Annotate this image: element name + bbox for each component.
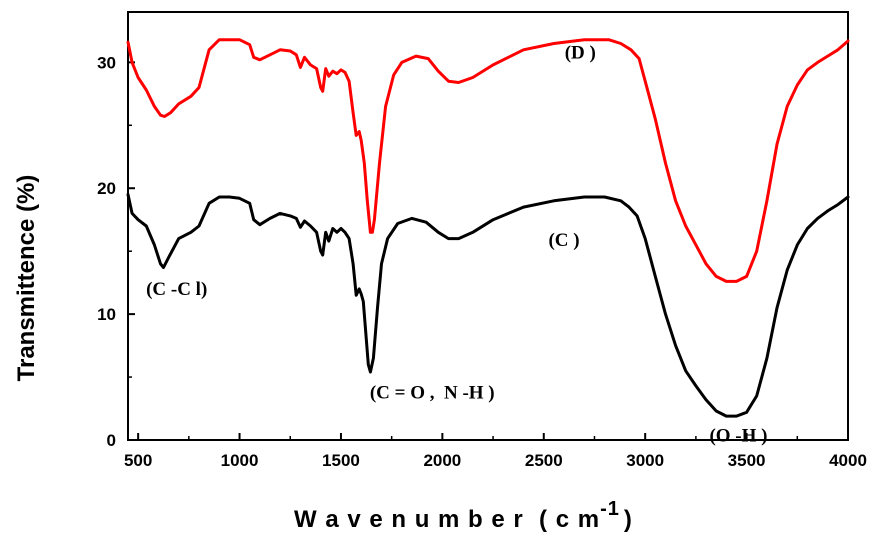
x-tick-label: 3000 [626,451,664,470]
x-axis-ticks: 500 1000 1500 2000 2500 3000 3500 4000 [124,433,867,470]
x-axis-label-close: ) [624,506,633,533]
series-line-d [126,38,850,283]
peak-annotation: (D ) [565,43,596,64]
x-axis-label: W a v e n u m b e r ( c m-1) [294,498,633,533]
x-tick-label: 4000 [829,451,867,470]
plot-frame [127,11,849,441]
y-axis-label: Transmittence (%) [13,175,40,382]
peak-annotation: (C ) [548,230,579,251]
y-tick-label: 10 [97,305,116,324]
y-tick-label: 30 [97,53,116,72]
y-axis-ticks: 0 10 20 30 [97,53,135,450]
plot-area [127,11,849,441]
y-tick-label: 0 [107,431,116,450]
annotation-layer: (D ) (C ) (C -C l) (C = O , N -H ) (O -H ) [146,43,767,447]
peak-annotation: (C -C l) [146,279,207,300]
x-tick-label: 2500 [525,451,563,470]
peak-annotation: (O -H ) [709,425,767,446]
series-line-c [126,193,850,418]
x-tick-label: 2000 [423,451,461,470]
series-layer [126,38,850,418]
x-tick-label: 500 [124,451,152,470]
x-tick-label: 1500 [322,451,360,470]
x-axis-label-superscript: -1 [600,498,620,520]
x-tick-label: 3500 [728,451,766,470]
peak-annotation: (C = O , N -H ) [370,382,495,403]
x-tick-label: 1000 [221,451,259,470]
x-axis-label-main: W a v e n u m b e r ( c m [294,506,600,533]
y-tick-label: 20 [97,179,116,198]
